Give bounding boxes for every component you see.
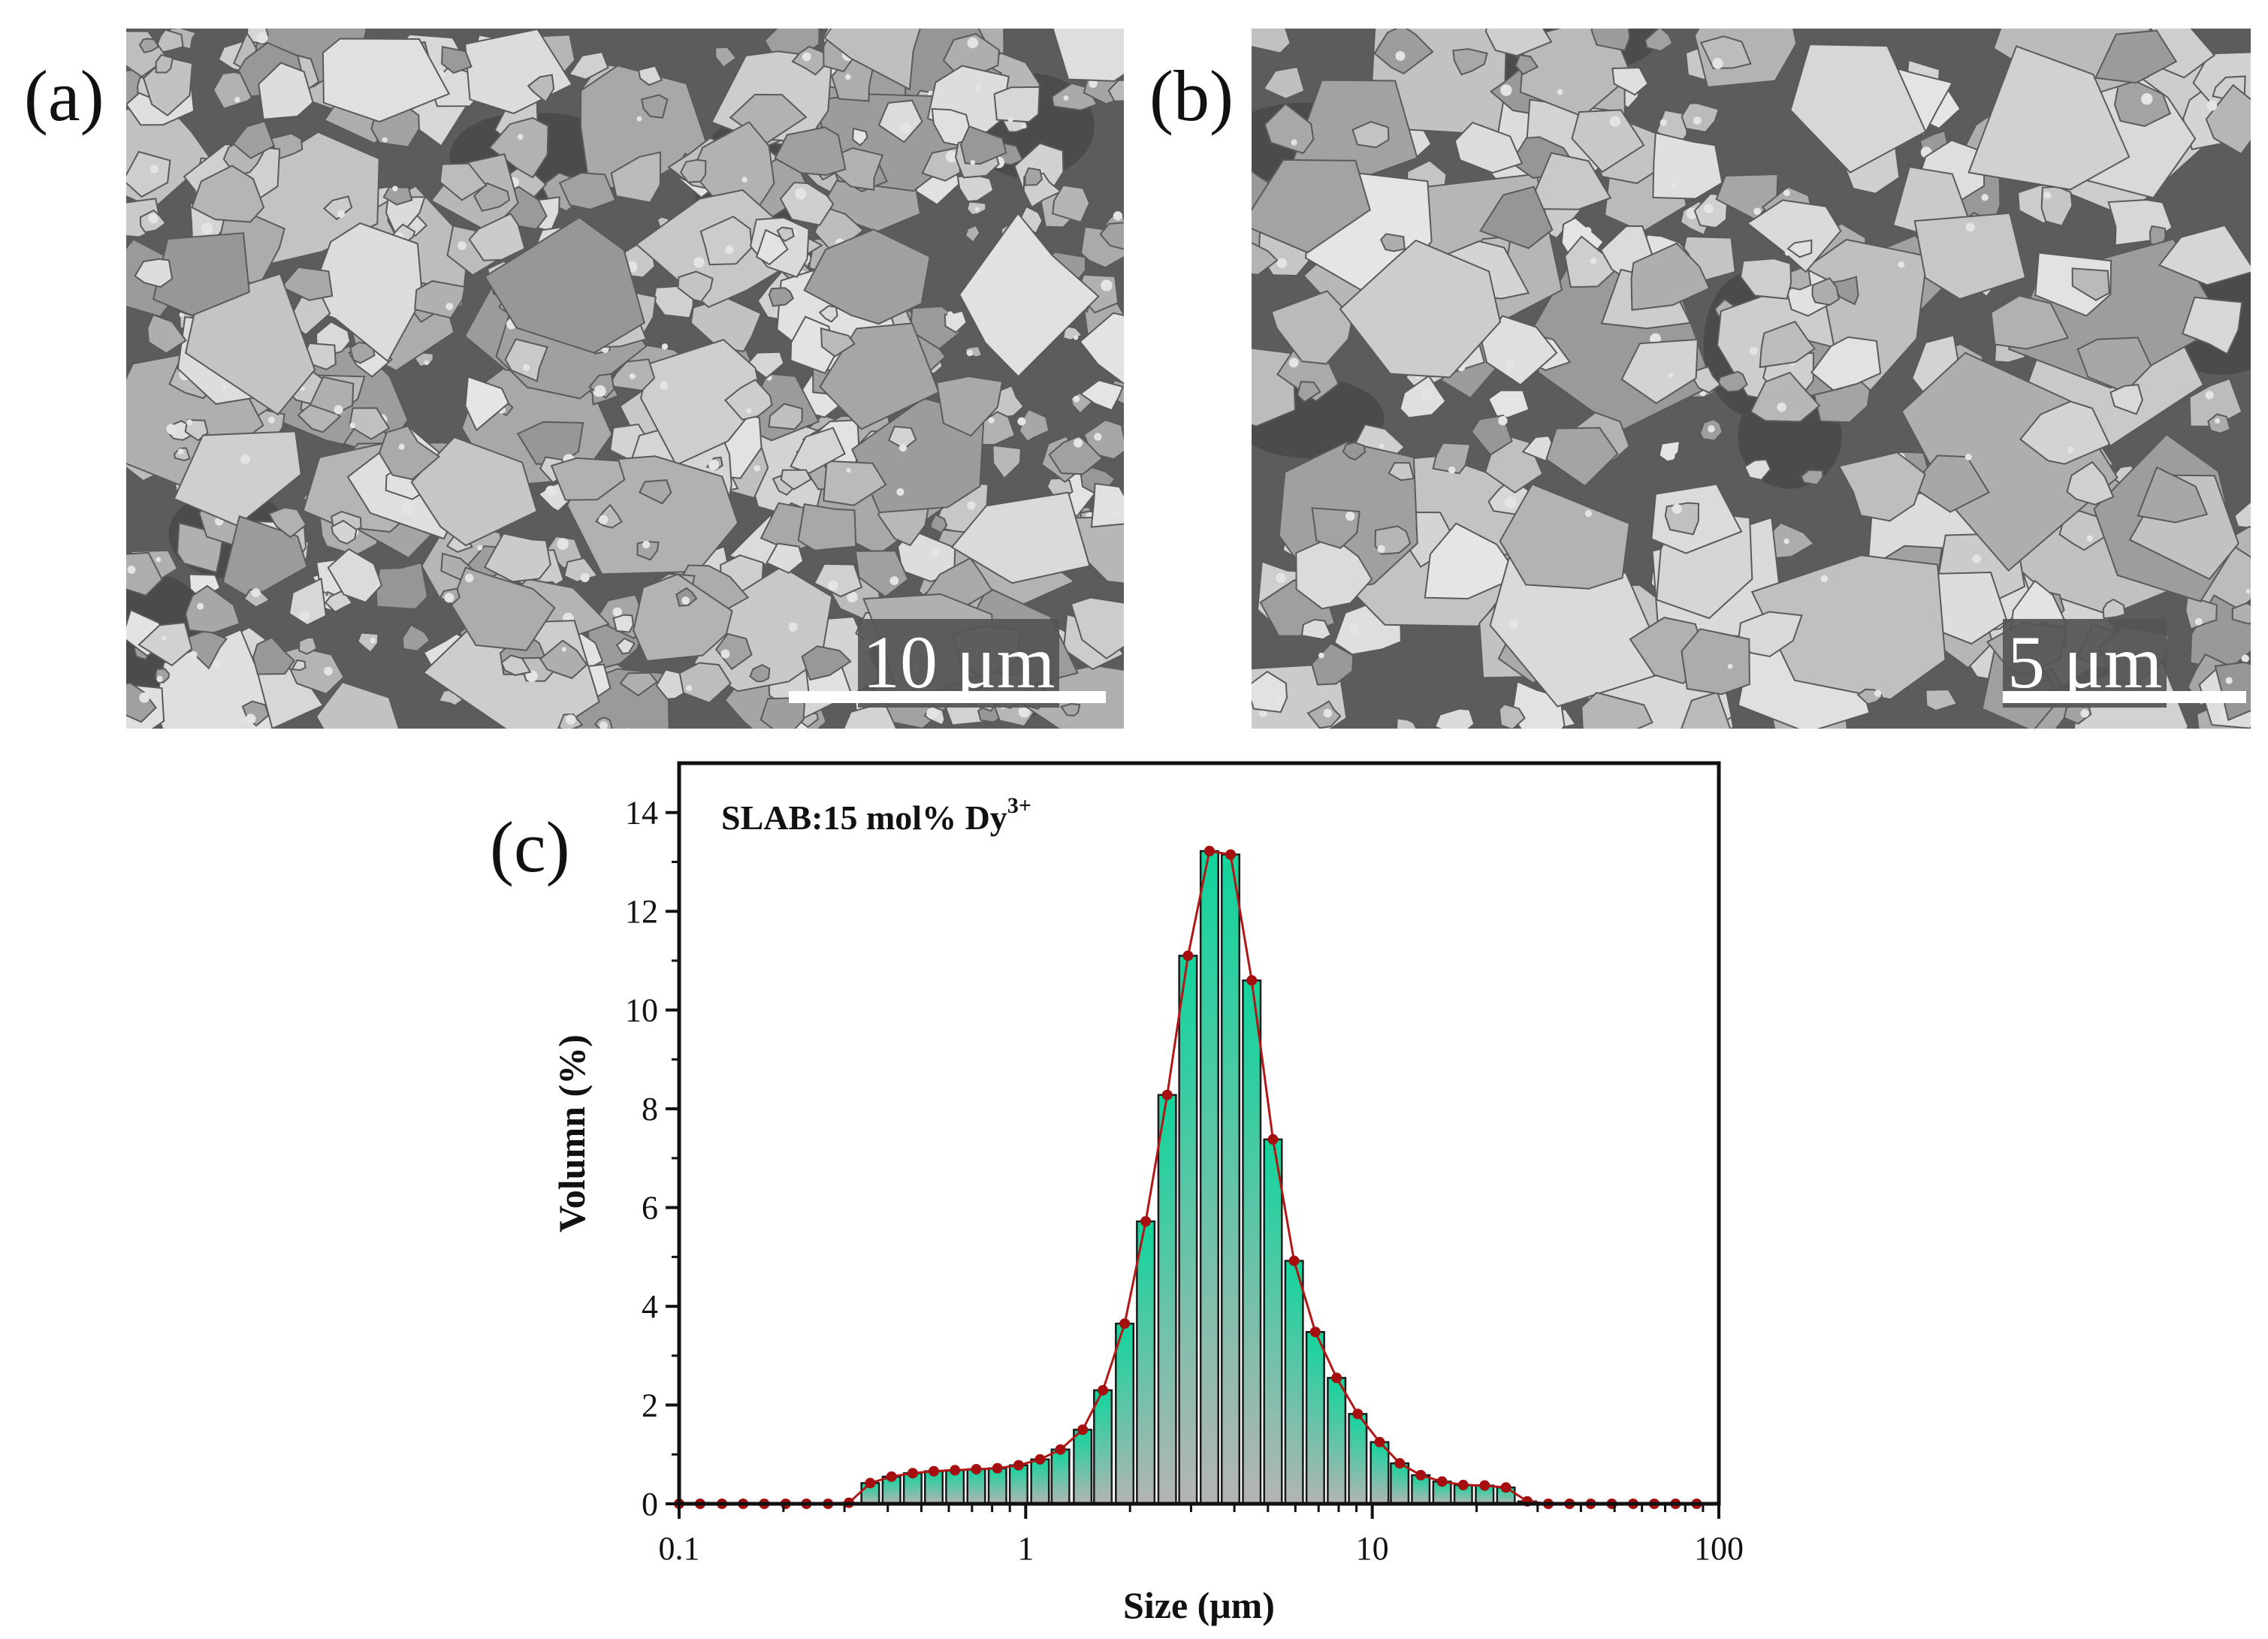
data-point: [1479, 1480, 1490, 1491]
y-tick-label: 10: [625, 992, 658, 1029]
bar: [1263, 1138, 1283, 1505]
bar: [1199, 850, 1219, 1505]
y-tick-label: 8: [642, 1091, 658, 1127]
data-point: [1182, 950, 1194, 961]
data-point: [1119, 1318, 1131, 1330]
data-point: [950, 1465, 961, 1476]
bar: [1305, 1330, 1325, 1505]
bar: [987, 1467, 1007, 1505]
data-point: [1374, 1436, 1385, 1447]
x-tick-label: 10: [1356, 1530, 1389, 1567]
data-point: [907, 1468, 918, 1479]
sem-micrograph-b: [1252, 29, 2251, 729]
data-point: [992, 1462, 1003, 1474]
data-point: [1203, 846, 1215, 857]
y-tick-label: 12: [625, 893, 658, 930]
data-point: [1500, 1482, 1511, 1493]
bar: [1178, 955, 1198, 1505]
bar: [1348, 1413, 1368, 1505]
y-tick-label: 4: [642, 1288, 658, 1325]
bar: [1115, 1322, 1135, 1505]
bar: [1221, 853, 1241, 1505]
data-point: [971, 1463, 982, 1474]
data-point: [928, 1465, 939, 1477]
data-point: [1288, 1255, 1300, 1266]
data-point: [1140, 1216, 1152, 1227]
panel-label-b: (b): [1149, 56, 1234, 136]
data-point: [1394, 1458, 1406, 1469]
data-point: [1098, 1384, 1109, 1396]
data-point: [1331, 1372, 1342, 1384]
y-tick-label: 2: [642, 1387, 658, 1424]
data-point: [1077, 1424, 1089, 1435]
data-point: [1415, 1469, 1427, 1481]
bar: [1093, 1389, 1113, 1505]
x-tick-label: 0.1: [659, 1530, 700, 1567]
y-tick-label: 14: [625, 795, 658, 832]
plot-frame: [677, 761, 1721, 1506]
bar: [1242, 979, 1262, 1505]
scale-bar-a: [789, 691, 1106, 703]
data-point: [1246, 975, 1258, 986]
data-point: [1457, 1480, 1469, 1491]
y-tick-label: 6: [642, 1190, 658, 1227]
y-tick-label: 0: [642, 1486, 658, 1523]
y-axis-label: Volumn (%): [551, 1034, 593, 1232]
data-point: [865, 1478, 876, 1489]
data-point: [1161, 1089, 1173, 1100]
bar: [1050, 1448, 1071, 1505]
sem-image-b: 5 μm: [1252, 29, 2251, 729]
bar: [1008, 1464, 1028, 1505]
data-point: [1034, 1453, 1046, 1465]
data-point: [1309, 1327, 1321, 1338]
bar: [1073, 1429, 1093, 1505]
bar: [1030, 1458, 1050, 1505]
data-point: [1352, 1408, 1364, 1420]
bar: [1157, 1094, 1177, 1505]
panel-label-a: (a): [24, 56, 104, 136]
bar: [1327, 1377, 1347, 1505]
x-axis-label: Size (μm): [1123, 1584, 1275, 1626]
chart-title: SLAB:15 mol% Dy3+: [721, 793, 1031, 837]
data-point: [1225, 849, 1237, 860]
panel-label-c: (c): [490, 807, 570, 887]
bar: [1370, 1441, 1390, 1505]
bar: [1390, 1462, 1410, 1505]
x-tick-label: 100: [1694, 1530, 1744, 1567]
data-point: [1055, 1444, 1066, 1455]
chart-title-superscript: 3+: [1007, 793, 1031, 818]
particle-size-chart: 0 2 4 6 8 10 12 14 0.1 1 10 100 Size (μm) Volumn (%) S…: [551, 761, 1744, 1626]
bar: [1136, 1220, 1156, 1505]
x-tick-label: 1: [1017, 1530, 1034, 1567]
sem-image-a: 10 μm: [126, 29, 1124, 729]
bar: [1284, 1260, 1304, 1505]
data-point: [886, 1471, 897, 1482]
data-point: [1267, 1133, 1279, 1145]
data-point: [1436, 1476, 1448, 1487]
data-point: [1013, 1459, 1024, 1471]
scale-bar-b: [2003, 691, 2246, 703]
